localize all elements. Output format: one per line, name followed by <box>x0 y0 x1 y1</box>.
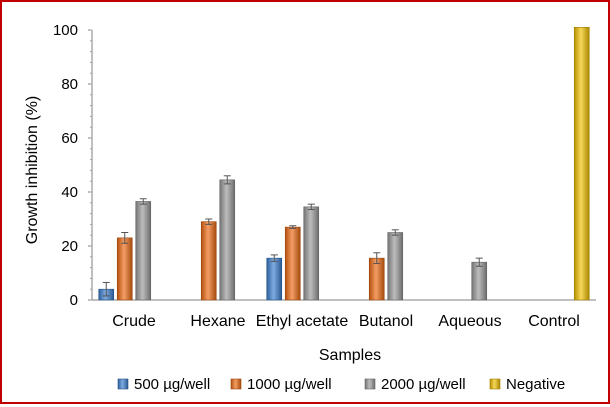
x-tick-label: Butanol <box>359 313 413 330</box>
y-tick-label: 80 <box>61 76 78 93</box>
legend: 500 µg/well 1000 µg/well 2000 µg/well Negat… <box>117 376 565 393</box>
legend-swatch <box>230 378 242 390</box>
x-axis-label: Samples <box>319 347 381 364</box>
x-tick-label: Ethyl acetate <box>256 313 349 330</box>
y-axis-label: Growth inhibition (%) <box>24 96 41 245</box>
y-tick-label: 100 <box>53 22 78 39</box>
legend-swatch <box>117 378 129 390</box>
x-tick-labels: Crude Hexane Ethyl acetate Butanol Aqueous Co… <box>112 313 580 330</box>
bar <box>573 26 590 301</box>
legend-swatch <box>364 378 376 390</box>
y-tick-label: 40 <box>61 184 78 201</box>
bar <box>303 206 320 301</box>
bar <box>116 237 133 301</box>
bar <box>266 257 283 301</box>
x-tick-label: Control <box>528 313 580 330</box>
legend-swatch <box>489 378 501 390</box>
bar <box>387 232 404 301</box>
x-tick-label: Hexane <box>190 313 245 330</box>
axes <box>91 30 596 301</box>
legend-label: 1000 µg/well <box>247 376 332 393</box>
legend-label: 2000 µg/well <box>381 376 466 393</box>
bar <box>135 201 152 301</box>
bar <box>368 257 385 301</box>
y-tick-label: 0 <box>70 292 78 309</box>
y-ticks: 0 20 40 60 80 100 <box>53 22 92 309</box>
y-tick-label: 60 <box>61 130 78 147</box>
bar <box>200 221 217 301</box>
legend-label: 500 µg/well <box>134 376 210 393</box>
bar <box>471 261 488 301</box>
y-tick-label: 20 <box>61 238 78 255</box>
bar <box>219 179 236 301</box>
legend-label: Negative <box>506 376 565 393</box>
bar-chart: 0 20 40 60 80 100 Crude Hexane Ethyl acetate But… <box>24 22 596 393</box>
x-tick-label: Crude <box>112 313 156 330</box>
bars <box>98 26 590 301</box>
x-tick-label: Aqueous <box>438 313 501 330</box>
bar <box>284 226 301 301</box>
